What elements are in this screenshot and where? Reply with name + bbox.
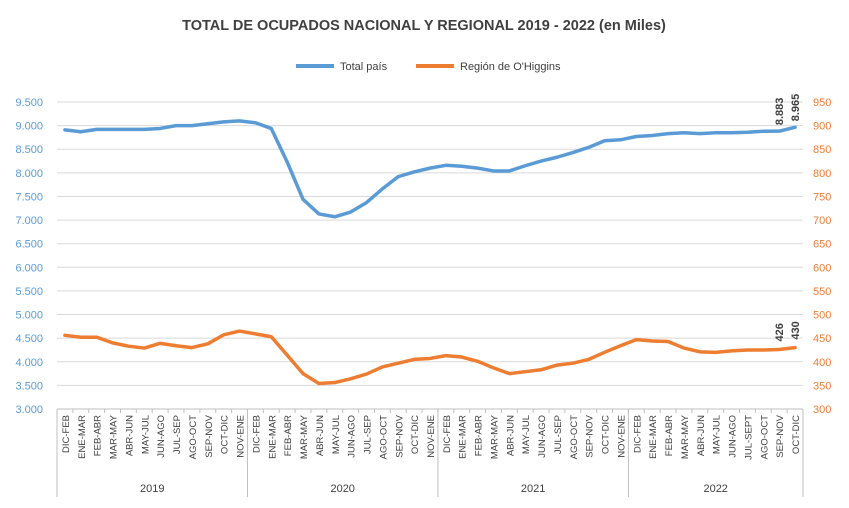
data-label: 8.883 bbox=[774, 98, 786, 126]
y-tick-left-label: 3.500 bbox=[15, 380, 43, 392]
x-tick-label: JUL-SEP bbox=[553, 415, 564, 454]
y-tick-left-label: 7.000 bbox=[15, 215, 43, 227]
y-tick-left-label: 8.500 bbox=[15, 144, 43, 156]
y-tick-right-label: 350 bbox=[813, 380, 831, 392]
x-tick-label: FEB-ABR bbox=[283, 415, 294, 456]
x-tick-label: MAY-JUL bbox=[712, 415, 723, 454]
y-tick-left-label: 5.500 bbox=[15, 286, 43, 298]
x-tick-label: ENE-MAR bbox=[648, 415, 659, 459]
series-lines bbox=[63, 119, 797, 386]
y-tick-right-label: 700 bbox=[813, 215, 831, 227]
x-tick-label: DIC-FEB bbox=[632, 415, 643, 453]
y-tick-right-label: 900 bbox=[813, 121, 831, 133]
x-tick-label: AGO-OCT bbox=[569, 415, 580, 460]
x-tick-label: AGO-OCT bbox=[378, 415, 389, 460]
legend-total-label: Total país bbox=[340, 61, 388, 73]
x-tick-label: OCT-DIC bbox=[410, 415, 421, 454]
x-tick-label: SEP-NOV bbox=[775, 414, 786, 457]
x-tick-label: OCT-DIC bbox=[601, 415, 612, 454]
y-tick-left-label: 4.000 bbox=[15, 357, 43, 369]
y-tick-right-label: 950 bbox=[813, 97, 831, 109]
y-tick-right-label: 550 bbox=[813, 286, 831, 298]
x-tick-label: AGO-OCT bbox=[759, 415, 770, 460]
y-axis-right: 300 350 400 450 500 550 600 650 700 750 800 850 900 9… bbox=[813, 97, 831, 416]
x-tick-label: JUL-SEP bbox=[172, 415, 183, 454]
x-tick-label: DIC-FEB bbox=[442, 415, 453, 453]
x-tick-label: ENE-MAR bbox=[458, 415, 469, 459]
y-tick-left-label: 7.500 bbox=[15, 191, 43, 203]
x-tick-label: FEB-ABR bbox=[474, 415, 485, 456]
data-label: 426 bbox=[774, 323, 786, 341]
x-tick-label: JUN-AGO bbox=[156, 415, 167, 458]
x-tick-label: OCT-DIC bbox=[220, 415, 231, 454]
x-tick-label: MAY-JUL bbox=[331, 415, 342, 454]
x-tick-label: JUL-SEPT bbox=[743, 415, 754, 460]
y-tick-right-label: 750 bbox=[813, 191, 831, 203]
y-tick-right-label: 300 bbox=[813, 404, 831, 416]
legend-region-label: Región de O'Higgins bbox=[460, 61, 561, 73]
y-tick-right-label: 600 bbox=[813, 262, 831, 274]
series-line-total-pais bbox=[63, 119, 797, 219]
x-tick-label: FEB-ABR bbox=[93, 415, 104, 456]
series-line-region-ohiggins bbox=[63, 329, 797, 386]
x-axis: DIC-FEB ENE-MAR FEB-ABR MAR-MAY ABR-JUN MAY-J… bbox=[56, 408, 804, 497]
x-tick-label: MAR-MAY bbox=[109, 414, 120, 459]
x-tick-label: NOV-ENE bbox=[616, 415, 627, 458]
x-tick-label: SEP-NOV bbox=[394, 414, 405, 457]
y-tick-right-label: 400 bbox=[813, 357, 831, 369]
x-tick-label: ENE-MAR bbox=[77, 415, 88, 459]
y-tick-right-label: 450 bbox=[813, 333, 831, 345]
legend: Total país Región de O'Higgins bbox=[296, 61, 561, 73]
x-tick-label: SEP-NOV bbox=[585, 414, 596, 457]
x-tick-label: ABR-JUN bbox=[505, 415, 516, 456]
x-tick-label: MAR-MAY bbox=[680, 414, 691, 459]
x-tick-label: ENE-MAR bbox=[267, 415, 278, 459]
x-tick-label: MAR-MAY bbox=[489, 414, 500, 459]
data-labels: 8.883 8.965 426 430 bbox=[774, 94, 802, 342]
y-tick-left-label: 5.000 bbox=[15, 310, 43, 322]
x-tick-label: JUL-SEP bbox=[363, 415, 374, 454]
y-tick-right-label: 500 bbox=[813, 310, 831, 322]
year-label: 2020 bbox=[330, 483, 354, 495]
y-tick-left-label: 9.000 bbox=[15, 121, 43, 133]
y-tick-left-label: 3.000 bbox=[15, 404, 43, 416]
data-label: 8.965 bbox=[790, 94, 802, 122]
x-tick-label: MAR-MAY bbox=[299, 414, 310, 459]
x-tick-label: MAY-JUL bbox=[140, 415, 151, 454]
y-tick-right-label: 850 bbox=[813, 144, 831, 156]
y-tick-left-label: 6.500 bbox=[15, 239, 43, 251]
x-tick-label: NOV-ENE bbox=[236, 415, 247, 458]
x-tick-label: OCT-DIC bbox=[791, 415, 802, 454]
y-tick-left-label: 4.500 bbox=[15, 333, 43, 345]
y-tick-right-label: 800 bbox=[813, 168, 831, 180]
y-tick-right-label: 650 bbox=[813, 239, 831, 251]
x-tick-label: DIC-FEB bbox=[61, 415, 72, 453]
x-tick-label: AGO-OCT bbox=[188, 415, 199, 460]
data-label: 430 bbox=[790, 321, 802, 339]
chart-title: TOTAL DE OCUPADOS NACIONAL Y REGIONAL 20… bbox=[182, 18, 666, 34]
x-tick-label: SEP-NOV bbox=[204, 414, 215, 457]
x-tick-label: JUN-AGO bbox=[728, 415, 739, 458]
y-tick-left-label: 6.000 bbox=[15, 262, 43, 274]
x-tick-label: MAY-JUL bbox=[521, 415, 532, 454]
gridlines bbox=[57, 101, 803, 410]
x-tick-label: DIC-FEB bbox=[251, 415, 262, 453]
x-tick-label: NOV-ENE bbox=[426, 415, 437, 458]
year-label: 2019 bbox=[140, 483, 164, 495]
year-label: 2022 bbox=[703, 483, 727, 495]
x-tick-label: FEB-ABR bbox=[664, 415, 675, 456]
x-tick-label: JUN-AGO bbox=[347, 415, 358, 458]
x-tick-label: ABR-JUN bbox=[124, 415, 135, 456]
year-label: 2021 bbox=[521, 483, 545, 495]
x-tick-label: ABR-JUN bbox=[696, 415, 707, 456]
y-tick-left-label: 9.500 bbox=[15, 97, 43, 109]
x-tick-label: ABR-JUN bbox=[315, 415, 326, 456]
y-axis-left: 3.000 3.500 4.000 4.500 5.000 5.500 6.000 6.500… bbox=[15, 97, 43, 416]
x-tick-label: JUN-AGO bbox=[537, 415, 548, 458]
y-tick-left-label: 8.000 bbox=[15, 168, 43, 180]
